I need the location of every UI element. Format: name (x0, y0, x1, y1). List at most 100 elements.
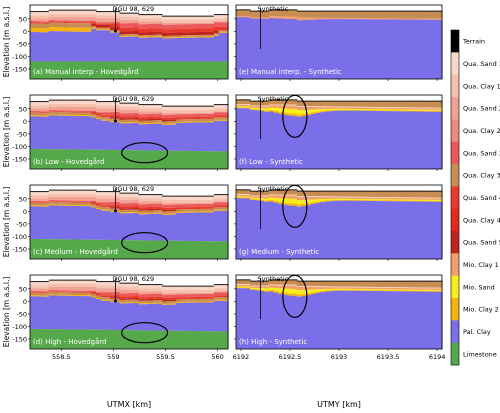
layer-cell (96, 30, 102, 62)
layer-cell (310, 101, 317, 107)
layer-cell (91, 283, 97, 287)
layer-cell (427, 281, 434, 288)
layer-cell (157, 291, 163, 294)
layer-cell (58, 294, 64, 296)
layer-cell (143, 61, 149, 79)
panel-label: (e) Manual interp. - Synthetic (239, 68, 342, 76)
layer-cell (124, 113, 130, 117)
layer-cell (91, 110, 97, 113)
layer-cell (259, 11, 265, 18)
layer-cell (133, 16, 140, 20)
terrain-line (195, 285, 201, 287)
layer-cell (138, 198, 144, 202)
layer-cell (72, 329, 78, 349)
layer-cell (96, 205, 102, 209)
layer-cell (264, 105, 270, 107)
layer-cell (413, 111, 420, 169)
layer-cell (96, 24, 102, 28)
layer-cell (195, 61, 201, 79)
layer-cell (292, 113, 298, 116)
layer-cell (259, 106, 265, 109)
layer-cell (58, 16, 64, 21)
layer-cell (268, 100, 275, 105)
layer-cell (324, 287, 331, 289)
layer-cell (44, 288, 50, 292)
layer-cell (413, 101, 420, 108)
layer-cell (67, 202, 74, 205)
layer-cell (63, 21, 69, 23)
layer-cell (213, 108, 220, 112)
layer-cell (437, 200, 443, 202)
layer-cell (171, 240, 177, 259)
layer-cell (114, 195, 121, 199)
terrain-line (110, 101, 116, 103)
terrain-line (91, 279, 97, 281)
colorbar-label: Qua. Sand 1 (463, 60, 500, 68)
layer-cell (292, 203, 298, 206)
layer-cell (133, 193, 140, 197)
layer-cell (58, 239, 64, 259)
terrain-line (273, 279, 279, 281)
terrain-line (292, 279, 298, 281)
layer-cell (72, 16, 78, 21)
layer-cell (105, 239, 111, 259)
terrain-line (264, 10, 270, 12)
layer-cell (91, 112, 97, 115)
layer-cell (339, 109, 345, 111)
layer-cell (240, 16, 246, 18)
layer-cell (58, 31, 64, 62)
layer-cell (213, 300, 220, 332)
layer-cell (124, 116, 130, 119)
layer-cell (204, 22, 210, 24)
terrain-line (320, 100, 326, 102)
layer-cell (124, 109, 130, 114)
layer-cell (357, 196, 364, 198)
terrain-line (310, 190, 317, 192)
terrain-line (34, 191, 41, 193)
terrain-line (72, 189, 78, 191)
layer-cell (301, 20, 307, 79)
layer-cell (30, 200, 36, 203)
layer-cell (399, 110, 406, 112)
layer-cell (110, 22, 116, 24)
layer-cell (162, 19, 168, 23)
layer-cell (119, 196, 125, 200)
layer-cell (96, 191, 102, 196)
layer-cell (171, 301, 177, 304)
layer-cell (58, 115, 64, 150)
layer-cell (418, 287, 424, 289)
terrain-line (254, 10, 261, 12)
layer-cell (129, 289, 135, 294)
layer-cell (53, 205, 59, 240)
layer-cell (343, 11, 349, 19)
layer-cell (129, 303, 135, 331)
layer-cell (371, 101, 378, 107)
layer-cell (133, 122, 140, 124)
terrain-line (100, 11, 107, 13)
layer-cell (44, 205, 50, 207)
layer-cell (324, 19, 331, 79)
terrain-line (110, 281, 116, 283)
layer-cell (162, 35, 168, 38)
layer-cell (171, 303, 177, 305)
layer-cell (176, 330, 182, 349)
layer-cell (395, 191, 401, 198)
terrain-line (362, 190, 368, 192)
layer-cell (190, 35, 196, 37)
highlight-ellipse (121, 232, 169, 254)
layer-cell (44, 195, 50, 199)
layer-cell (72, 202, 78, 205)
layer-cell (138, 201, 144, 205)
terrain-line (296, 280, 303, 282)
layer-cell (162, 213, 168, 215)
layer-cell (268, 287, 275, 291)
layer-cell (204, 241, 210, 259)
layer-cell (91, 200, 97, 203)
layer-cell (404, 288, 410, 290)
layer-cell (236, 286, 242, 288)
layer-cell (353, 18, 359, 20)
terrain-line (296, 100, 303, 102)
layer-cell (110, 101, 116, 106)
